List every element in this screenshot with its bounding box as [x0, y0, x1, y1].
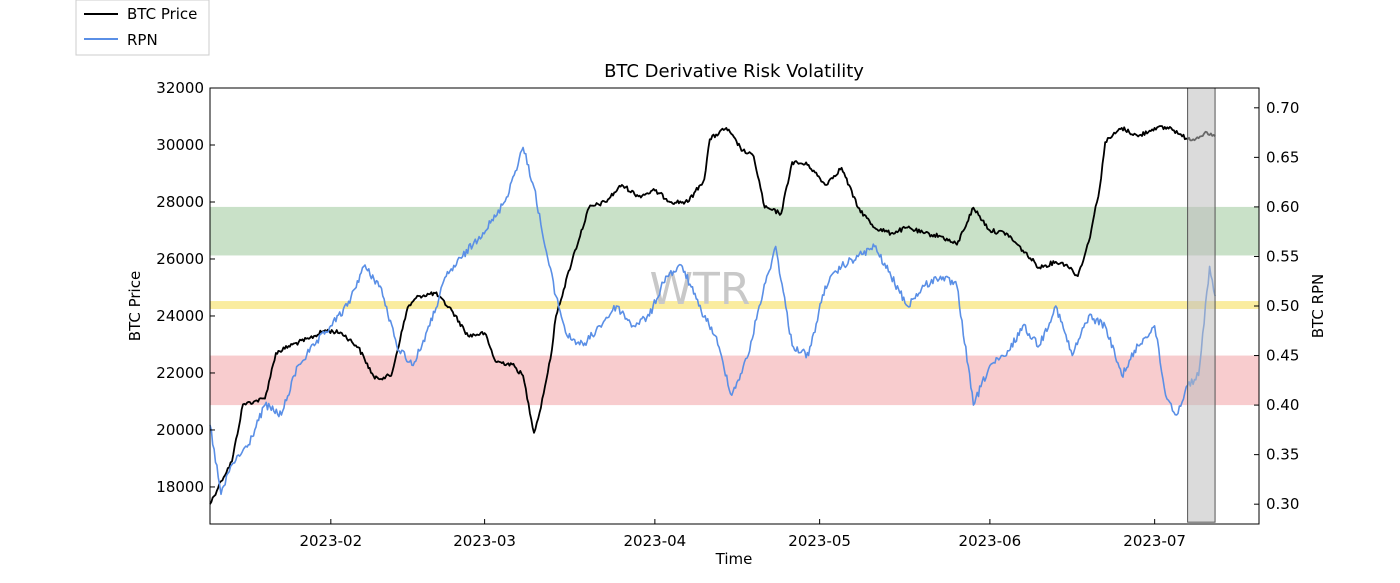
y-right-tick-label: 0.45 — [1266, 347, 1299, 365]
y-left-tick-label: 18000 — [156, 478, 204, 496]
neutral-band — [210, 301, 1259, 309]
x-tick-label: 2023-07 — [1123, 532, 1186, 550]
y-right-tick-label: 0.65 — [1266, 148, 1299, 166]
x-tick-label: 2023-04 — [624, 532, 687, 550]
x-tick-label: 2023-03 — [453, 532, 516, 550]
highlight-layer — [1187, 87, 1216, 523]
chart-title: BTC Derivative Risk Volatility — [604, 61, 864, 82]
x-axis-title: Time — [715, 550, 753, 568]
x-tick-label: 2023-05 — [788, 532, 851, 550]
y-right-tick-label: 0.35 — [1266, 446, 1299, 464]
y-left-tick-label: 28000 — [156, 193, 204, 211]
y-left-tick-label: 24000 — [156, 307, 204, 325]
y-right-tick-label: 0.70 — [1266, 99, 1299, 117]
legend-label-rpn: RPN — [127, 31, 158, 49]
y-left-tick-label: 30000 — [156, 136, 204, 154]
y-right-tick-label: 0.55 — [1266, 247, 1299, 265]
low-risk-band — [210, 355, 1259, 406]
y-right-tick-label: 0.50 — [1266, 297, 1299, 315]
y-left-tick-label: 26000 — [156, 250, 204, 268]
y-right-tick-label: 0.60 — [1266, 198, 1299, 216]
legend-label-btc-price: BTC Price — [127, 5, 197, 23]
highlight-window — [1187, 87, 1216, 523]
x-axis: 2023-02 2023-03 2023-04 2023-05 2023-06 2023-… — [299, 519, 1186, 550]
legend: BTC Price RPN — [75, 0, 210, 56]
x-tick-label: 2023-02 — [299, 532, 362, 550]
x-tick-label: 2023-06 — [959, 532, 1022, 550]
y-left-tick-label: 32000 — [156, 79, 204, 97]
y-right-tick-label: 0.40 — [1266, 396, 1299, 414]
y-axis-left-title: BTC Price — [126, 271, 144, 341]
high-risk-band — [210, 206, 1259, 256]
y-axis-right-title: BTC RPN — [1309, 274, 1327, 339]
rpn-line — [209, 146, 1216, 496]
y-left-tick-label: 22000 — [156, 364, 204, 382]
y-left-tick-label: 20000 — [156, 421, 204, 439]
y-axis-left: 18000 20000 22000 24000 26000 28000 30000 32000 — [156, 79, 215, 496]
bands-layer — [210, 206, 1259, 406]
series-layer — [209, 125, 1216, 505]
btc-price-line — [209, 125, 1216, 505]
y-right-tick-label: 0.30 — [1266, 495, 1299, 513]
legend-frame — [75, 0, 210, 56]
y-axis-right: 0.30 0.35 0.40 0.45 0.50 0.55 0.60 0.65 0.70 — [1254, 99, 1299, 513]
